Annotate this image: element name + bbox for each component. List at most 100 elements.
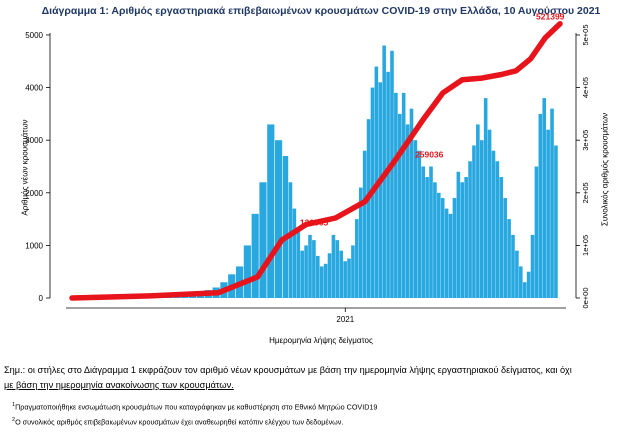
bar [433,182,437,298]
bar [464,177,468,298]
bar [347,258,351,298]
bar [390,50,394,298]
right-axis-tick-label: 4e+05 [581,77,590,98]
x-axis-tick-label: 2021 [336,315,354,324]
bar [511,234,515,298]
bar [448,213,453,298]
bar [316,255,320,298]
note-line-1: Σημ.: οι στήλες στο Διάγραμμα 1 εκφράζου… [4,365,572,375]
bar [288,182,293,298]
bar [530,234,535,298]
cumulative-annotation: 521399 [536,12,565,22]
bar [460,182,465,298]
bar [397,113,402,299]
bar [362,150,367,298]
bar [456,171,461,298]
bar [327,253,332,298]
bar [515,250,519,298]
bar [429,166,433,298]
bar [483,98,488,299]
bar [292,208,297,298]
note-line-2: με βάση την ημερομηνία ανακοίνωσης των κ… [4,380,234,390]
bar [452,198,457,298]
bar [335,240,340,298]
bar [319,266,324,298]
bar [394,92,398,298]
bar [366,119,371,298]
footnote-1-mark: 1 [12,402,16,408]
bar [476,124,480,298]
bar [386,71,390,298]
bar [304,245,308,298]
bar [550,108,554,298]
right-axis-tick-label: 1e+05 [581,235,590,256]
bar [554,145,558,298]
bar [282,155,289,298]
bar [308,234,312,298]
footnote-1: 1Πραγματοποιήθηκε ενσωμάτωση κρουσμάτων … [12,402,377,411]
bar [312,240,316,298]
bar [519,266,523,298]
bar [479,140,484,298]
bar [409,108,414,298]
cumulative-line [69,20,563,301]
right-axis-tick-label: 0e+00 [581,287,590,308]
left-axis-tick-label: 2000 [25,189,43,198]
bar [522,282,527,298]
cumulative-annotation: 259036 [415,150,444,160]
bar [538,113,543,299]
bar [355,219,359,298]
footnote-2-mark: 2 [12,417,16,423]
footnote-2: 2Ο συνολικός αριθμός επιβεβαιωμένων κρου… [12,417,343,426]
bar [401,92,406,298]
bar [526,271,531,298]
bar [444,208,449,298]
bar [413,140,418,298]
bar [351,245,355,298]
bar [259,182,267,298]
left-axis-tick-label: 1000 [25,241,43,250]
bar [275,140,283,298]
bar [358,187,363,298]
bar [546,129,550,298]
bar [503,198,507,298]
chart-note: Σημ.: οι στήλες στο Διάγραμμα 1 εκφράζου… [4,363,638,393]
bar [491,150,496,298]
bar [495,161,500,298]
bar [323,263,328,298]
bar [472,145,476,298]
bar [542,98,547,299]
right-axis-tick-label: 3e+05 [581,130,590,151]
bar [534,166,539,298]
bar [267,124,275,298]
bar [300,250,304,298]
bar [331,234,336,298]
left-axis-tick-label: 0 [39,294,44,303]
bar [405,124,410,298]
bar [421,166,425,298]
bar [440,198,445,298]
left-axis-tick-label: 5000 [25,31,43,40]
bar [425,177,429,298]
bar [343,261,347,298]
bar [378,82,383,298]
right-axis-tick-label: 5e+05 [581,24,590,45]
bar [296,229,301,298]
footnote-1-text: Πραγματοποιήθηκε ενσωμάτωση κρουσμάτων π… [15,402,378,412]
bar [417,150,422,298]
cumulative-annotation: 130565 [300,217,329,227]
right-axis-tick-label: 2e+05 [581,182,590,203]
x-axis-label: Ημερομηνία λήψης δείγματος [269,336,373,345]
bar [437,192,441,298]
left-axis-tick-label: 3000 [25,136,43,145]
bar [487,129,492,298]
bar [251,213,259,298]
bar [339,250,344,298]
chart-title: Διάγραμμα 1: Αριθμός εργαστηριακά επιβεβ… [41,5,601,17]
footnote-2-text: Ο συνολικός αριθμός επιβεβαιωμένων κρουσ… [15,417,344,427]
bar [243,245,251,298]
bar [499,177,504,298]
bar [507,219,511,298]
bar [468,161,472,298]
covid-cases-chart: 0 1000 2000 3000 4000 5000 0e+00 1e+05 2e+05 3e+0… [25,12,590,324]
